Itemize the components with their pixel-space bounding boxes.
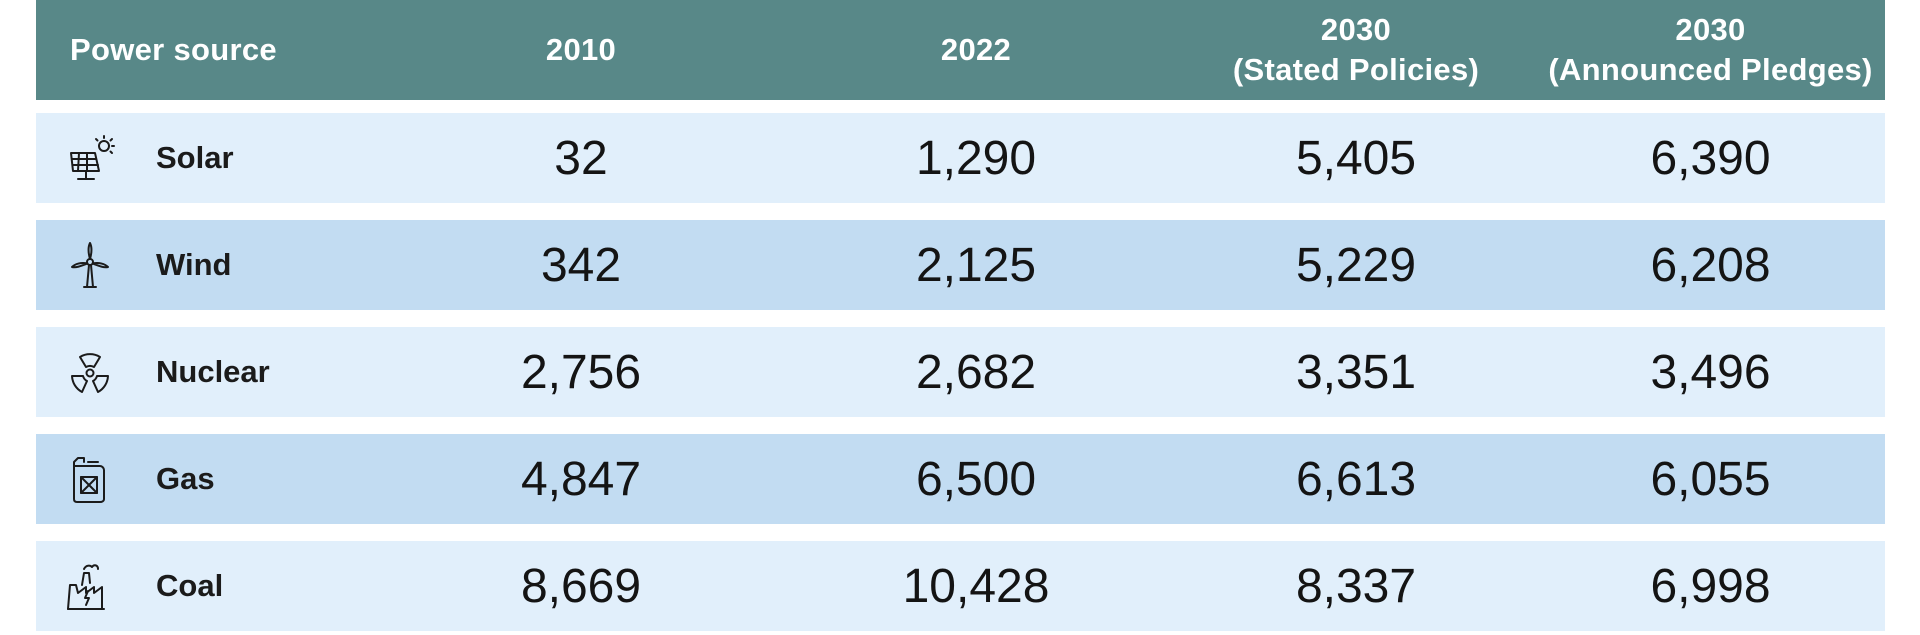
header-2022-label: 2022 bbox=[940, 32, 1012, 67]
header-2030-ap-year: 2030 bbox=[1675, 12, 1746, 47]
cell-wind-2010: 342 bbox=[540, 238, 622, 292]
cell-nuclear-2030-sp: 3,351 bbox=[1295, 345, 1417, 399]
header-2030-sp-year: 2030 bbox=[1320, 12, 1392, 47]
cell-coal-2030-ap: 6,998 bbox=[1650, 559, 1771, 613]
cell-nuclear-2030-ap: 3,496 bbox=[1650, 345, 1771, 399]
cell-coal-2010: 8,669 bbox=[520, 559, 642, 613]
row-label-wind: Wind bbox=[156, 247, 232, 282]
header-2010: 2010 bbox=[386, 0, 776, 100]
cell-solar-2010: 32 bbox=[554, 131, 608, 185]
table-row-solar: Solar 32 1,290 5,405 6,390 bbox=[36, 113, 1885, 203]
factory-icon bbox=[64, 561, 116, 613]
row-label-solar: Solar bbox=[156, 140, 234, 175]
row-label-gas: Gas bbox=[156, 461, 215, 496]
jerrycan-icon bbox=[64, 454, 116, 506]
cell-gas-2010: 4,847 bbox=[520, 452, 642, 506]
wind-turbine-icon bbox=[64, 240, 116, 292]
table-header: Power source 2010 2022 2030 (Stated Poli… bbox=[36, 0, 1885, 100]
header-power-source: Power source bbox=[70, 0, 410, 100]
cell-wind-2030-sp: 5,229 bbox=[1295, 238, 1417, 292]
header-2030-stated-policies: 2030 (Stated Policies) bbox=[1176, 0, 1536, 100]
cell-coal-2022: 10,428 bbox=[902, 559, 1050, 613]
cell-solar-2030-sp: 5,405 bbox=[1295, 131, 1417, 185]
radiation-icon bbox=[64, 347, 116, 399]
header-2010-label: 2010 bbox=[545, 32, 617, 67]
cell-gas-2030-sp: 6,613 bbox=[1295, 452, 1417, 506]
header-2030-announced-pledges: 2030 (Announced Pledges) bbox=[1536, 0, 1885, 100]
header-2030-sp-scenario: (Stated Policies) bbox=[1232, 52, 1480, 87]
table-row-gas: Gas 4,847 6,500 6,613 6,055 bbox=[36, 434, 1885, 524]
cell-nuclear-2010: 2,756 bbox=[520, 345, 642, 399]
cell-nuclear-2022: 2,682 bbox=[915, 345, 1037, 399]
header-power-source-label: Power source bbox=[70, 32, 277, 67]
row-label-nuclear: Nuclear bbox=[156, 354, 270, 389]
header-2030-ap-scenario: (Announced Pledges) bbox=[1548, 52, 1873, 87]
header-2022: 2022 bbox=[776, 0, 1176, 100]
cell-wind-2022: 2,125 bbox=[915, 238, 1037, 292]
row-label-coal: Coal bbox=[156, 568, 224, 603]
table-row-coal: Coal 8,669 10,428 8,337 6,998 bbox=[36, 541, 1885, 631]
cell-gas-2022: 6,500 bbox=[915, 452, 1037, 506]
cell-solar-2030-ap: 6,390 bbox=[1650, 131, 1771, 185]
cell-gas-2030-ap: 6,055 bbox=[1650, 452, 1771, 506]
solar-panel-icon bbox=[64, 133, 116, 185]
table-row-wind: Wind 342 2,125 5,229 6,208 bbox=[36, 220, 1885, 310]
cell-wind-2030-ap: 6,208 bbox=[1650, 238, 1771, 292]
table-row-nuclear: Nuclear 2,756 2,682 3,351 3,496 bbox=[36, 327, 1885, 417]
cell-solar-2022: 1,290 bbox=[915, 131, 1037, 185]
cell-coal-2030-sp: 8,337 bbox=[1295, 559, 1417, 613]
